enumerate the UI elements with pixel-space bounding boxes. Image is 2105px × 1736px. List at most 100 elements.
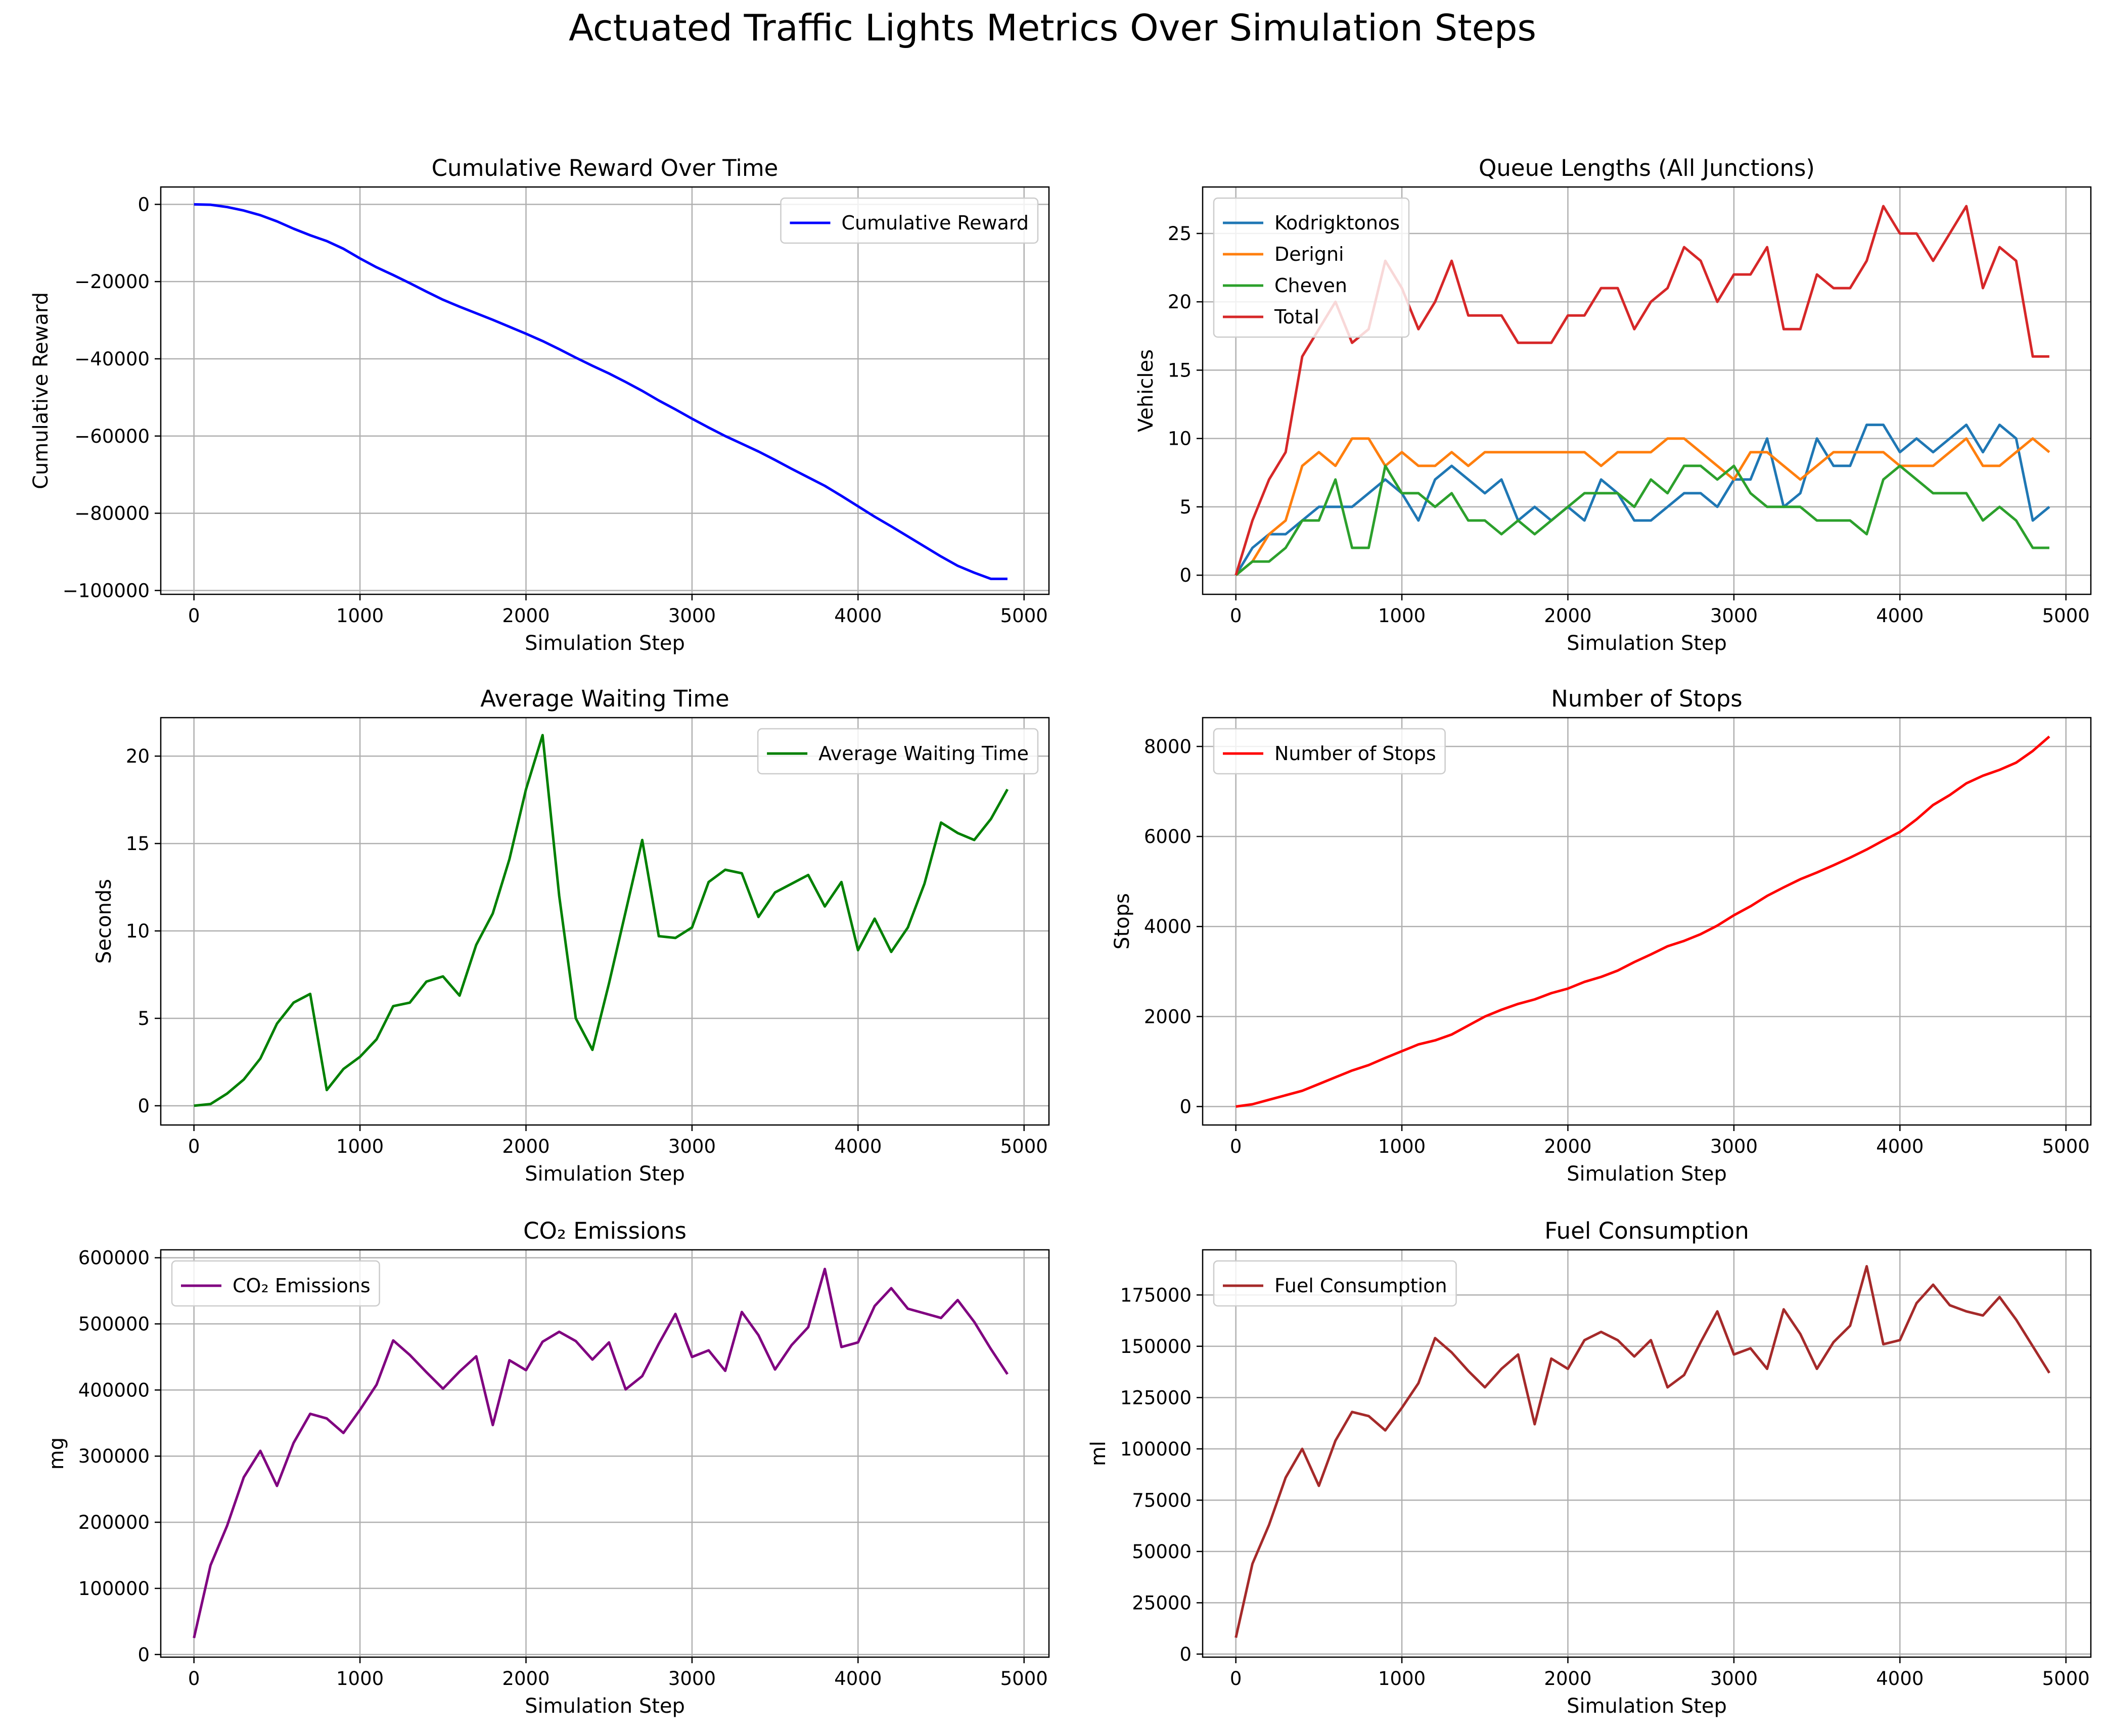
reward-xtick-label-1: 1000 <box>336 605 384 627</box>
stops-legend-box <box>1213 728 1446 775</box>
reward-ytick-label-0: 0 <box>138 194 150 215</box>
reward-legend-box <box>780 197 1039 244</box>
fuel-xtick-label-5: 5000 <box>2042 1668 2090 1690</box>
reward-ylabel: Cumulative Reward <box>29 292 53 489</box>
fuel-ytick-label-0: 0 <box>1179 1644 1192 1665</box>
co2-ytick-label-4: 400000 <box>78 1379 150 1401</box>
waiting-axes-frame <box>160 717 1050 1126</box>
stops-ytick-label-2: 4000 <box>1144 916 1192 937</box>
waiting-xlabel: Simulation Step <box>525 1162 685 1186</box>
chart-waiting: 0 1000 2000 3000 4000 5000 0 5 10 15 20 Average Wai… <box>93 685 1050 1186</box>
waiting-xtick-label-4: 4000 <box>834 1136 882 1157</box>
stops-legend-label-number-of-stops: Number of Stops <box>1274 742 1436 765</box>
co2-xtick-label-4: 4000 <box>834 1668 882 1690</box>
fuel-xtick-label-1: 1000 <box>1378 1668 1426 1690</box>
co2-ytick-label-5: 500000 <box>78 1313 150 1335</box>
co2-ytick-label-1: 100000 <box>78 1578 150 1600</box>
reward-ytick-label-4: −80000 <box>74 503 150 525</box>
stops-title: Number of Stops <box>1551 685 1743 712</box>
fuel-xtick-label-0: 0 <box>1230 1668 1242 1690</box>
reward-title: Cumulative Reward Over Time <box>432 155 779 181</box>
reward-ytick-label-3: −60000 <box>74 426 150 447</box>
queue-legend-label-derigni: Derigni <box>1274 243 1344 265</box>
reward-xtick-label-3: 3000 <box>668 605 716 627</box>
queue-ytick-label-5: 25 <box>1168 223 1192 245</box>
queue-ytick-label-0: 0 <box>1179 565 1192 586</box>
queue-xtick-label-3: 3000 <box>1710 605 1758 627</box>
co2-legend-label-co-emissions: CO₂ Emissions <box>233 1275 371 1297</box>
fuel-ytick-label-1: 25000 <box>1132 1592 1192 1614</box>
fuel-ytick-label-6: 150000 <box>1120 1336 1192 1357</box>
waiting-legend-box <box>757 728 1039 775</box>
queue-xtick-label-0: 0 <box>1230 605 1242 627</box>
reward-legend: Cumulative Reward <box>780 197 1039 244</box>
queue-xlabel: Simulation Step <box>1567 632 1727 655</box>
waiting-legend-label-average-waiting-time: Average Waiting Time <box>818 742 1029 765</box>
stops-ytick-label-4: 8000 <box>1144 736 1192 758</box>
stops-ytick-label-0: 0 <box>1179 1096 1192 1117</box>
fuel-ytick-label-2: 50000 <box>1132 1541 1192 1563</box>
waiting-series-average-waiting-time <box>194 734 1009 1107</box>
fuel-xlabel: Simulation Step <box>1567 1695 1727 1718</box>
co2-series-co-emissions <box>193 1268 1009 1638</box>
co2-legend-box <box>171 1260 380 1307</box>
co2-axes-frame <box>160 1249 1050 1658</box>
co2-ytick-label-0: 0 <box>138 1644 150 1666</box>
waiting-ytick-label-4: 20 <box>126 745 150 767</box>
waiting-ytick-label-2: 10 <box>126 920 150 942</box>
queue-series-kodrigktonos <box>1234 424 2050 576</box>
stops-xtick-label-4: 4000 <box>1876 1136 1924 1157</box>
chart-co2: 0 1000 2000 3000 4000 5000 0 100000 200000 300000… <box>45 1217 1050 1718</box>
queue-ytick-label-1: 5 <box>1179 496 1192 518</box>
queue-xtick-label-4: 4000 <box>1876 605 1924 627</box>
fuel-xtick-label-2: 2000 <box>1544 1668 1591 1690</box>
chart-reward: 0 1000 2000 3000 4000 5000 0 −20000 −40000 −60000… <box>29 155 1050 655</box>
reward-legend-label-cumulative-reward: Cumulative Reward <box>842 212 1029 234</box>
reward-ytick-label-1: −20000 <box>74 271 150 293</box>
fuel-ytick-label-3: 75000 <box>1132 1489 1192 1511</box>
waiting-xtick-label-0: 0 <box>188 1136 200 1157</box>
queue-legend: Kodrigktonos Derigni Cheven Total <box>1213 197 1410 338</box>
co2-ylabel: mg <box>45 1437 68 1470</box>
waiting-legend: Average Waiting Time <box>757 728 1039 775</box>
stops-series-number-of-stops <box>1235 735 2050 1108</box>
waiting-title: Average Waiting Time <box>480 685 729 712</box>
fuel-ytick-label-7: 175000 <box>1120 1284 1192 1306</box>
co2-xlabel: Simulation Step <box>525 1695 685 1718</box>
fuel-series-fuel-consumption <box>1234 1265 2051 1638</box>
waiting-ylabel: Seconds <box>93 879 116 964</box>
fuel-xtick-label-3: 3000 <box>1710 1668 1758 1690</box>
panels: 0 1000 2000 3000 4000 50000−20000−40000−60000… <box>29 155 2092 1718</box>
co2-xtick-label-5: 5000 <box>1000 1668 1048 1690</box>
stops-legend: Number of Stops <box>1213 728 1446 775</box>
queue-xtick-label-2: 2000 <box>1544 605 1591 627</box>
waiting-ytick-label-3: 15 <box>126 833 150 855</box>
reward-xtick-label-4: 4000 <box>834 605 882 627</box>
waiting-xtick-label-1: 1000 <box>336 1136 384 1157</box>
stops-xtick-label-5: 5000 <box>2042 1136 2090 1157</box>
waiting-ytick-label-0: 0 <box>138 1095 150 1117</box>
co2-xtick-label-1: 1000 <box>336 1668 384 1690</box>
reward-axes-frame <box>160 186 1050 595</box>
co2-ytick-label-3: 300000 <box>78 1445 150 1467</box>
reward-series-cumulative-reward <box>194 203 1008 580</box>
stops-xlabel: Simulation Step <box>1567 1162 1727 1186</box>
stops-ylabel: Stops <box>1111 893 1134 950</box>
queue-xtick-label-1: 1000 <box>1378 605 1426 627</box>
waiting-ytick-label-1: 5 <box>138 1008 150 1029</box>
queue-ytick-label-2: 10 <box>1168 428 1192 450</box>
queue-ylabel: Vehicles <box>1134 349 1158 432</box>
chart-fuel: 0 1000 2000 3000 4000 50000250005000075000100… <box>1087 1217 2092 1718</box>
co2-xtick-label-2: 2000 <box>502 1668 550 1690</box>
fuel-axes-frame <box>1202 1249 2092 1658</box>
queue-ytick-label-4: 20 <box>1168 291 1192 313</box>
queue-title: Queue Lengths (All Junctions) <box>1479 155 1815 181</box>
stops-ytick-label-3: 6000 <box>1144 826 1192 848</box>
queue-axes-frame <box>1202 186 2092 595</box>
co2-ytick-label-6: 600000 <box>78 1247 150 1269</box>
co2-ytick-label-2: 200000 <box>78 1512 150 1533</box>
co2-xtick-label-3: 3000 <box>668 1668 716 1690</box>
fuel-legend-box <box>1213 1260 1457 1307</box>
